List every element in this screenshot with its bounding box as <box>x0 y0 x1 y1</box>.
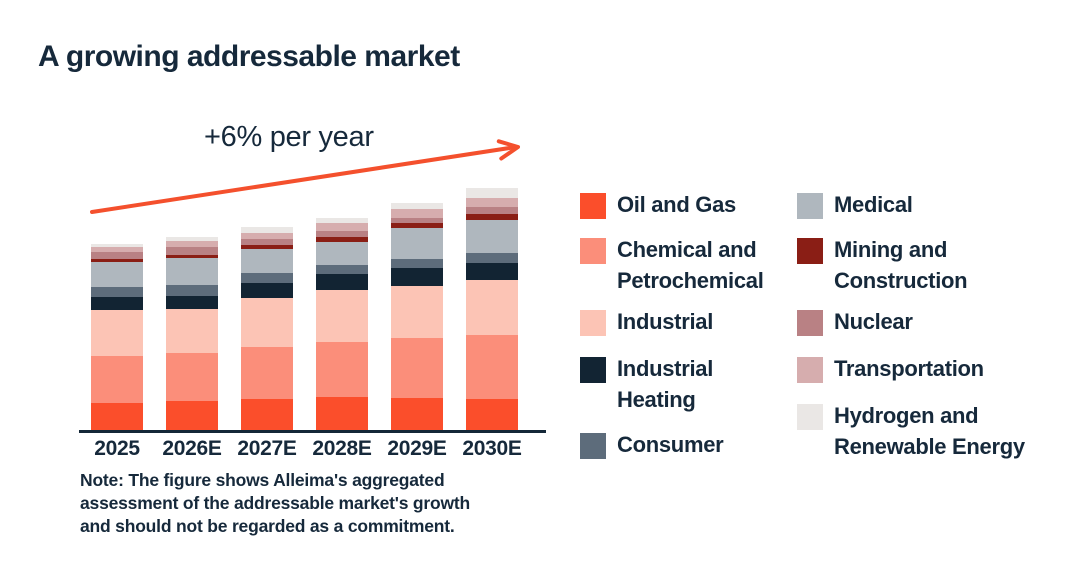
segment-chemical-and-petrochemical <box>466 335 518 399</box>
segment-industrial-heating <box>316 273 368 290</box>
bar-2028e <box>316 217 368 431</box>
segment-industrial-heating <box>166 296 218 309</box>
x-tick-2028e: 2028E <box>312 437 372 460</box>
segment-transportation <box>316 223 368 231</box>
segment-hydrogen-and-renewable-energy <box>91 244 143 247</box>
segment-mining-and-construction <box>166 255 218 258</box>
segment-consumer <box>316 265 368 274</box>
legend-swatch-medical <box>797 193 823 219</box>
legend-item-consumer: Consumer <box>580 432 724 460</box>
segment-industrial <box>91 310 143 356</box>
segment-chemical-and-petrochemical <box>316 342 368 397</box>
segment-transportation <box>91 246 143 252</box>
segment-mining-and-construction <box>241 244 293 249</box>
legend-item-oil-and-gas: Oil and Gas <box>580 192 736 220</box>
segment-chemical-and-petrochemical <box>166 353 218 401</box>
segment-oil-and-gas <box>241 399 293 431</box>
legend-item-chemical-petrochemical: Chemical and Petrochemical <box>580 237 764 296</box>
x-tick-2026e: 2026E <box>162 437 222 460</box>
segment-nuclear <box>466 207 518 214</box>
page-title: A growing addressable market <box>38 40 460 73</box>
bar-2027e <box>241 226 293 431</box>
legend-item-medical: Medical <box>797 192 913 220</box>
segment-medical <box>91 262 143 287</box>
segment-transportation <box>466 198 518 207</box>
bar-2030e <box>466 188 518 431</box>
segment-industrial-heating <box>466 262 518 280</box>
legend-item-industrial-heating: Industrial Heating <box>580 356 713 415</box>
segment-transportation <box>241 232 293 239</box>
segment-mining-and-construction <box>91 258 143 262</box>
segment-medical <box>316 241 368 265</box>
legend-swatch-transportation <box>797 357 823 383</box>
legend-item-industrial: Industrial <box>580 309 713 337</box>
bar-2029e <box>391 202 443 431</box>
segment-mining-and-construction <box>466 213 518 220</box>
segment-transportation <box>391 209 443 218</box>
legend-swatch-chemical-petrochemical <box>580 238 606 264</box>
legend-swatch-consumer <box>580 433 606 459</box>
segment-oil-and-gas <box>166 401 218 431</box>
segment-oil-and-gas <box>316 397 368 431</box>
segment-nuclear <box>316 230 368 237</box>
legend-swatch-nuclear <box>797 310 823 336</box>
segment-medical <box>391 228 443 259</box>
growth-annotation: +6% per year <box>204 121 374 153</box>
segment-consumer <box>466 252 518 263</box>
segment-industrial-heating <box>91 297 143 310</box>
legend-swatch-mining-construction <box>797 238 823 264</box>
segment-oil-and-gas <box>91 402 143 431</box>
legend-item-mining-construction: Mining and Construction <box>797 237 968 296</box>
segment-nuclear <box>391 217 443 223</box>
bar-2025 <box>91 244 143 431</box>
legend-swatch-industrial <box>580 310 606 336</box>
segment-nuclear <box>166 247 218 255</box>
legend-swatch-industrial-heating <box>580 357 606 383</box>
segment-consumer <box>166 285 218 296</box>
segment-industrial <box>316 289 368 342</box>
segment-hydrogen-and-renewable-energy <box>316 217 368 223</box>
segment-oil-and-gas <box>391 398 443 431</box>
segment-mining-and-construction <box>391 223 443 228</box>
footnote: Note: The figure shows Alleima's aggrega… <box>80 470 471 536</box>
segment-medical <box>166 258 218 285</box>
segment-consumer <box>391 258 443 268</box>
x-axis-line <box>79 430 546 433</box>
segment-medical <box>466 220 518 253</box>
x-tick-2030e: 2030E <box>462 437 522 460</box>
segment-mining-and-construction <box>316 237 368 242</box>
segment-nuclear <box>91 251 143 259</box>
segment-industrial-heating <box>391 267 443 286</box>
legend-swatch-oil-and-gas <box>580 193 606 219</box>
segment-chemical-and-petrochemical <box>241 347 293 399</box>
segment-industrial <box>166 309 218 353</box>
segment-industrial <box>391 285 443 338</box>
segment-hydrogen-and-renewable-energy <box>166 237 218 241</box>
segment-hydrogen-and-renewable-energy <box>241 226 293 233</box>
segment-consumer <box>241 273 293 283</box>
legend-swatch-hydrogen-renewable <box>797 404 823 430</box>
legend-item-nuclear: Nuclear <box>797 309 913 337</box>
x-tick-2025: 2025 <box>94 437 140 460</box>
segment-oil-and-gas <box>466 398 518 431</box>
segment-consumer <box>91 287 143 297</box>
segment-chemical-and-petrochemical <box>91 356 143 403</box>
growth-arrow <box>90 139 520 214</box>
legend-item-transportation: Transportation <box>797 356 984 384</box>
segment-nuclear <box>241 239 293 245</box>
segment-industrial <box>466 280 518 335</box>
segment-chemical-and-petrochemical <box>391 337 443 398</box>
bar-2026e <box>166 237 218 431</box>
legend-item-hydrogen-renewable: Hydrogen and Renewable Energy <box>797 403 1025 462</box>
x-tick-2029e: 2029E <box>387 437 447 460</box>
segment-hydrogen-and-renewable-energy <box>391 202 443 209</box>
x-tick-2027e: 2027E <box>237 437 297 460</box>
segment-industrial-heating <box>241 283 293 298</box>
segment-medical <box>241 249 293 273</box>
segment-hydrogen-and-renewable-energy <box>466 188 518 198</box>
segment-industrial <box>241 298 293 347</box>
segment-transportation <box>166 241 218 247</box>
